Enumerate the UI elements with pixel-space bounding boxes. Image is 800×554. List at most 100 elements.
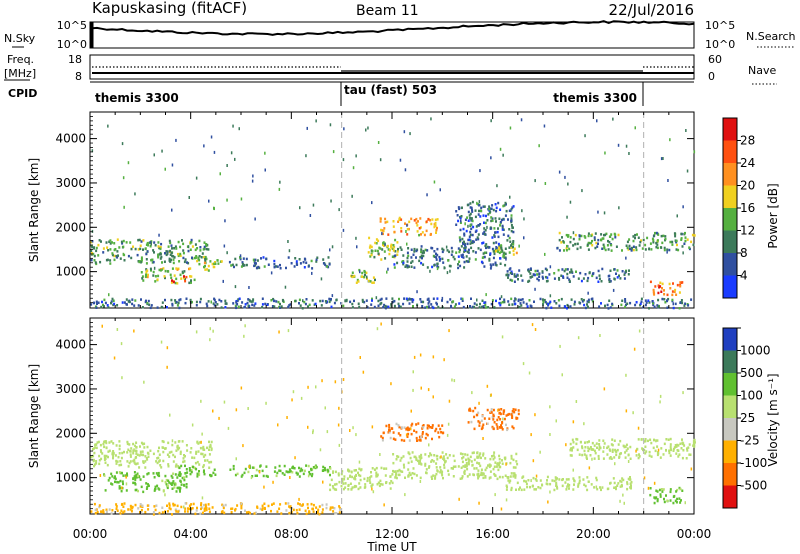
- heatmap-cell: [480, 419, 483, 423]
- heatmap-cell: [406, 228, 409, 231]
- heatmap-cell: [311, 299, 314, 302]
- heatmap-cell: [193, 278, 196, 282]
- heatmap-cell: [246, 511, 248, 514]
- heatmap-cell: [566, 268, 569, 271]
- heatmap-cell: [164, 167, 166, 171]
- heatmap-cell: [154, 488, 156, 491]
- heatmap-cell: [612, 117, 614, 121]
- heatmap-cell: [113, 248, 116, 252]
- heatmap-cell: [95, 246, 98, 250]
- heatmap-cell: [224, 306, 227, 309]
- cpid-segment-1: themis 3300: [95, 91, 179, 105]
- heatmap-cell: [287, 240, 289, 243]
- heatmap-cell: [510, 244, 512, 247]
- heatmap-cell: [351, 475, 354, 479]
- heatmap-cell: [342, 304, 345, 308]
- heatmap-cell: [284, 502, 287, 505]
- heatmap-cell: [393, 266, 396, 269]
- heatmap-cell: [353, 274, 356, 278]
- heatmap-cell: [498, 457, 501, 461]
- heatmap-cell: [189, 248, 192, 251]
- heatmap-cell: [115, 459, 118, 463]
- heatmap-cell: [571, 438, 574, 442]
- heatmap-cell: [663, 293, 666, 296]
- heatmap-cell: [271, 503, 273, 506]
- heatmap-cell: [500, 295, 503, 299]
- heatmap-cell: [322, 262, 325, 265]
- heatmap-cell: [203, 245, 206, 249]
- heatmap-cell: [298, 258, 301, 261]
- heatmap-cell: [294, 257, 297, 260]
- heatmap-cell: [556, 247, 559, 250]
- heatmap-cell: [183, 454, 185, 457]
- heatmap-cell: [147, 244, 149, 247]
- heatmap-cell: [223, 244, 226, 248]
- heatmap-cell: [112, 299, 115, 302]
- heatmap-cell: [510, 413, 513, 416]
- heatmap-cell: [382, 229, 385, 233]
- heatmap-cell: [301, 307, 304, 310]
- heatmap-cell: [508, 251, 511, 254]
- heatmap-cell: [560, 274, 563, 277]
- heatmap-cell: [218, 416, 220, 420]
- heatmap-cell: [436, 218, 439, 221]
- heatmap-cell: [409, 473, 412, 477]
- heatmap-cell: [287, 305, 290, 309]
- heatmap-cell: [204, 503, 207, 507]
- heatmap-cell: [664, 235, 667, 238]
- heatmap-cell: [340, 484, 343, 488]
- heatmap-cell: [420, 386, 422, 390]
- heatmap-cell: [461, 297, 464, 301]
- heatmap-cell: [208, 507, 211, 510]
- heatmap-cell: [395, 476, 398, 480]
- heatmap-cell: [171, 208, 173, 212]
- heatmap-cell: [569, 200, 572, 204]
- heatmap-cell: [587, 305, 589, 309]
- heatmap-cell: [419, 256, 422, 259]
- heatmap-cell: [128, 443, 131, 446]
- heatmap-cell: [593, 238, 596, 242]
- heatmap-cell: [205, 247, 208, 251]
- heatmap-cell: [504, 474, 507, 477]
- heatmap-cell: [465, 464, 468, 468]
- colorbar-segment: [723, 140, 737, 163]
- heatmap-cell: [467, 421, 470, 424]
- heatmap-cell: [534, 413, 536, 417]
- heatmap-cell: [672, 447, 675, 451]
- heatmap-cell: [602, 450, 605, 453]
- heatmap-cell: [485, 306, 488, 309]
- heatmap-cell: [475, 238, 478, 241]
- heatmap-cell: [426, 266, 429, 269]
- heatmap-cell: [168, 481, 171, 484]
- heatmap-cell: [467, 462, 470, 466]
- heatmap-cell: [625, 443, 628, 447]
- heatmap-cell: [411, 472, 414, 475]
- heatmap-cell: [476, 451, 479, 455]
- heatmap-cell: [672, 501, 675, 505]
- heatmap-cell: [304, 302, 307, 306]
- heatmap-cell: [387, 305, 390, 309]
- heatmap-cell: [657, 305, 660, 309]
- heatmap-cell: [95, 249, 98, 253]
- heatmap-cell: [471, 391, 473, 395]
- heatmap-cell: [145, 487, 148, 490]
- heatmap-cell: [279, 263, 281, 267]
- heatmap-cell: [604, 233, 607, 237]
- heatmap-cell: [447, 469, 450, 473]
- heatmap-cell: [430, 303, 433, 306]
- heatmap-cell: [577, 485, 580, 488]
- heatmap-cell: [141, 275, 144, 278]
- heatmap-cell: [449, 264, 452, 268]
- heatmap-cell: [514, 476, 517, 479]
- heatmap-cell: [643, 476, 646, 480]
- heatmap-cell: [674, 444, 677, 447]
- heatmap-cell: [657, 298, 660, 302]
- heatmap-cell: [503, 256, 506, 259]
- heatmap-cell: [359, 474, 362, 478]
- heatmap-cell: [212, 265, 215, 269]
- heatmap-cell: [179, 254, 182, 257]
- heatmap-cell: [384, 243, 386, 247]
- heatmap-cell: [486, 408, 489, 412]
- heatmap-cell: [471, 305, 474, 309]
- heatmap-cell: [156, 306, 159, 309]
